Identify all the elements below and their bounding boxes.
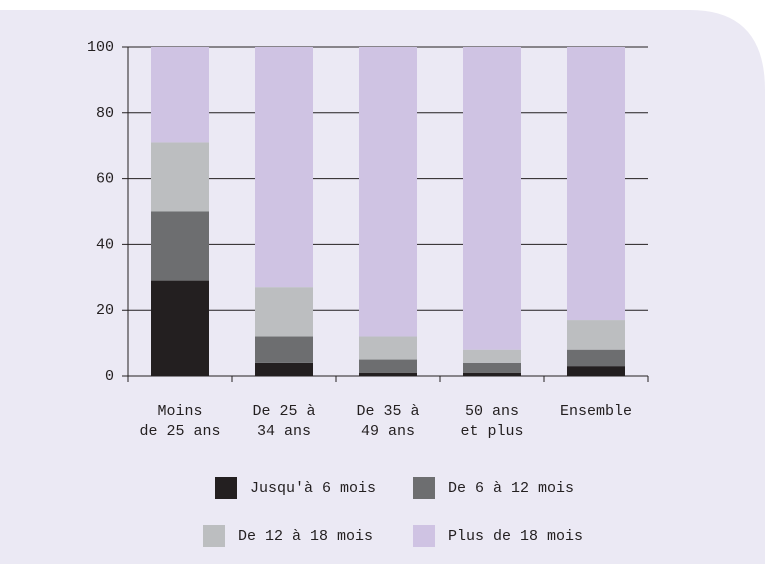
legend-swatch — [413, 525, 435, 547]
bar-segment — [567, 349, 625, 367]
bar-segment — [567, 320, 625, 350]
bar-segment — [359, 372, 417, 376]
legend-label: Plus de 18 mois — [448, 528, 583, 545]
legend-label: Jusqu'à 6 mois — [250, 480, 376, 497]
x-tick-label: 50 ans et plus — [460, 403, 523, 440]
y-tick-label: 20 — [96, 302, 114, 319]
bar-segment — [255, 336, 313, 363]
y-tick-label: 40 — [96, 236, 114, 253]
bar-segment — [151, 211, 209, 281]
bar-segment — [151, 280, 209, 376]
bar-segment — [151, 142, 209, 212]
legend-label: De 12 à 18 mois — [238, 528, 373, 545]
legend-label: De 6 à 12 mois — [448, 480, 574, 497]
y-tick-label: 0 — [105, 368, 114, 385]
bar-segment — [359, 336, 417, 360]
bar-segment — [255, 362, 313, 376]
bar-segment — [151, 47, 209, 143]
bar-segment — [463, 349, 521, 363]
x-tick-label: De 25 à 34 ans — [252, 403, 315, 440]
y-tick-label: 100 — [87, 39, 114, 56]
x-tick-label: Ensemble — [560, 403, 632, 420]
bar-segment — [463, 372, 521, 376]
y-tick-label: 80 — [96, 105, 114, 122]
bar-segment — [359, 359, 417, 373]
bar-segment — [255, 287, 313, 337]
x-tick-label: Moins de 25 ans — [139, 403, 220, 440]
bar-segment — [255, 47, 313, 288]
bar-segment — [463, 47, 521, 350]
x-tick-label: De 35 à 49 ans — [356, 403, 419, 440]
legend-swatch — [215, 477, 237, 499]
bar-segment — [359, 47, 417, 337]
bar-segment — [463, 362, 521, 373]
legend-swatch — [203, 525, 225, 547]
bar-segment — [567, 366, 625, 376]
bar-segment — [567, 47, 625, 321]
y-tick-label: 60 — [96, 171, 114, 188]
legend-swatch — [413, 477, 435, 499]
